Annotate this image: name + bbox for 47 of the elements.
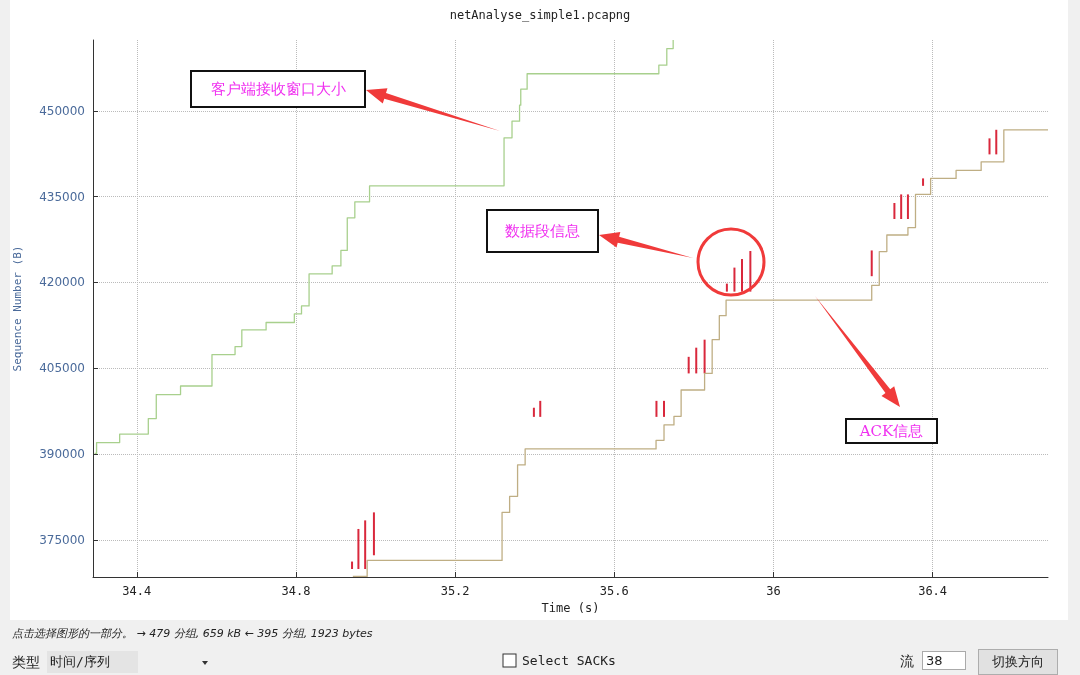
bar xyxy=(539,400,542,417)
x-axis-title: Time (s) xyxy=(541,600,600,615)
x-tick-label: 34.4 xyxy=(122,584,152,598)
y-tick-label: 390000 xyxy=(39,447,85,462)
bar xyxy=(870,250,873,277)
x-tick-label: 36.4 xyxy=(918,584,948,598)
text: 切换方向 xyxy=(978,649,1058,675)
bar xyxy=(741,259,743,292)
annotation: 数据段信息 xyxy=(486,209,599,253)
bar xyxy=(988,138,991,155)
x-tick-label: 34.8 xyxy=(281,584,311,598)
annotation: 客户端接收窗口大小 xyxy=(190,70,366,108)
text: 类型 xyxy=(12,654,40,672)
x-tick-label: 35.6 xyxy=(599,584,629,598)
bar xyxy=(733,267,736,292)
y-axis-title: Sequence Number (B) xyxy=(11,245,24,372)
bar xyxy=(695,347,698,374)
y-tick-label: 450000 xyxy=(39,103,85,118)
y-tick-label: 405000 xyxy=(39,361,85,376)
bar xyxy=(703,339,706,374)
bar xyxy=(655,400,658,417)
text: 流 xyxy=(900,653,914,671)
bar xyxy=(351,561,354,569)
y-tick-label: 375000 xyxy=(39,532,85,547)
bar xyxy=(893,202,896,219)
text: 38 xyxy=(922,651,966,670)
bar xyxy=(749,251,752,292)
chart-title: netAnalyse_simple1.pcapng xyxy=(449,8,631,22)
bar xyxy=(372,512,375,556)
bar xyxy=(687,356,690,374)
bar xyxy=(364,520,367,569)
bar xyxy=(906,194,909,219)
annotation: ACK信息 xyxy=(845,418,938,444)
bar xyxy=(663,400,666,417)
text: 点击选择图形的一部分。 → 479 分组, 659 kB ← 395 分组, 1923 bytes xyxy=(12,626,373,641)
bar xyxy=(922,178,925,186)
bar xyxy=(900,194,903,219)
bar xyxy=(532,407,535,417)
x-tick-label: 35.2 xyxy=(440,584,470,598)
x-tick-label: 36 xyxy=(766,584,781,598)
y-tick-label: 420000 xyxy=(39,275,85,290)
text: 时间/序列 xyxy=(47,651,138,673)
bar xyxy=(995,129,998,155)
y-tick-label: 435000 xyxy=(39,189,85,204)
bar xyxy=(725,283,728,292)
bar xyxy=(357,528,360,569)
text: Select SACKs xyxy=(522,653,616,668)
